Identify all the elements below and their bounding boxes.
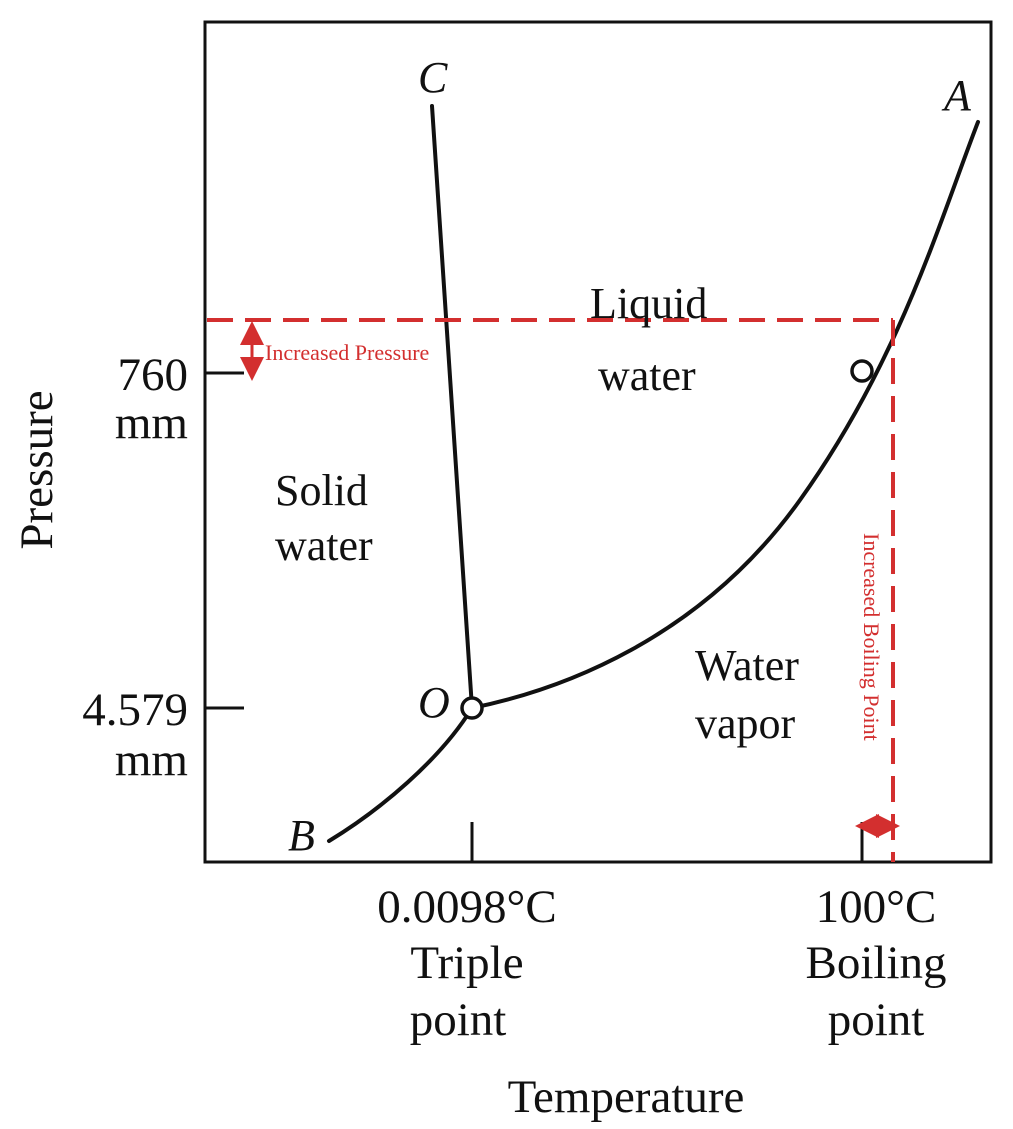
x-tick-caption-triple-2: point [410, 994, 507, 1046]
region-solid-line1: Solid [275, 466, 368, 515]
vaporization-curve-OA [470, 120, 980, 710]
region-liquid-line1: Liquid [590, 279, 707, 328]
x-tick-caption-boiling-1: Boiling [805, 937, 946, 989]
increased-boiling-label: Increased Boiling Point [859, 533, 884, 741]
region-vapor-line1: Water [695, 641, 799, 690]
region-vapor-line2: vapor [695, 699, 796, 748]
sublimation-curve-OB [327, 706, 474, 843]
y-tick-label-760: 760 [118, 349, 189, 401]
region-liquid-line2: water [598, 351, 696, 400]
x-tick-label-boiling: 100°C [816, 881, 937, 933]
x-tick-caption-boiling-2: point [828, 994, 925, 1046]
x-tick-caption-triple-1: Triple [410, 937, 523, 989]
y-tick-label-4579: 4.579 [82, 684, 188, 736]
increased-pressure-label: Increased Pressure [265, 340, 429, 365]
point-label-a: A [941, 71, 972, 120]
region-solid-line2: water [275, 521, 373, 570]
x-tick-label-triple: 0.0098°C [377, 881, 556, 933]
triple-point-marker [460, 696, 484, 720]
fusion-curve-OC [430, 104, 474, 710]
x-axis-label: Temperature [508, 1071, 745, 1123]
point-label-b: B [288, 811, 315, 860]
y-tick-unit-4579: mm [115, 734, 188, 786]
point-label-o: O [418, 678, 450, 727]
y-tick-unit-760: mm [115, 397, 188, 449]
boiling-point-marker [850, 359, 874, 383]
point-label-c: C [418, 53, 448, 102]
y-axis-label: Pressure [11, 390, 63, 549]
plot-frame [203, 20, 993, 864]
